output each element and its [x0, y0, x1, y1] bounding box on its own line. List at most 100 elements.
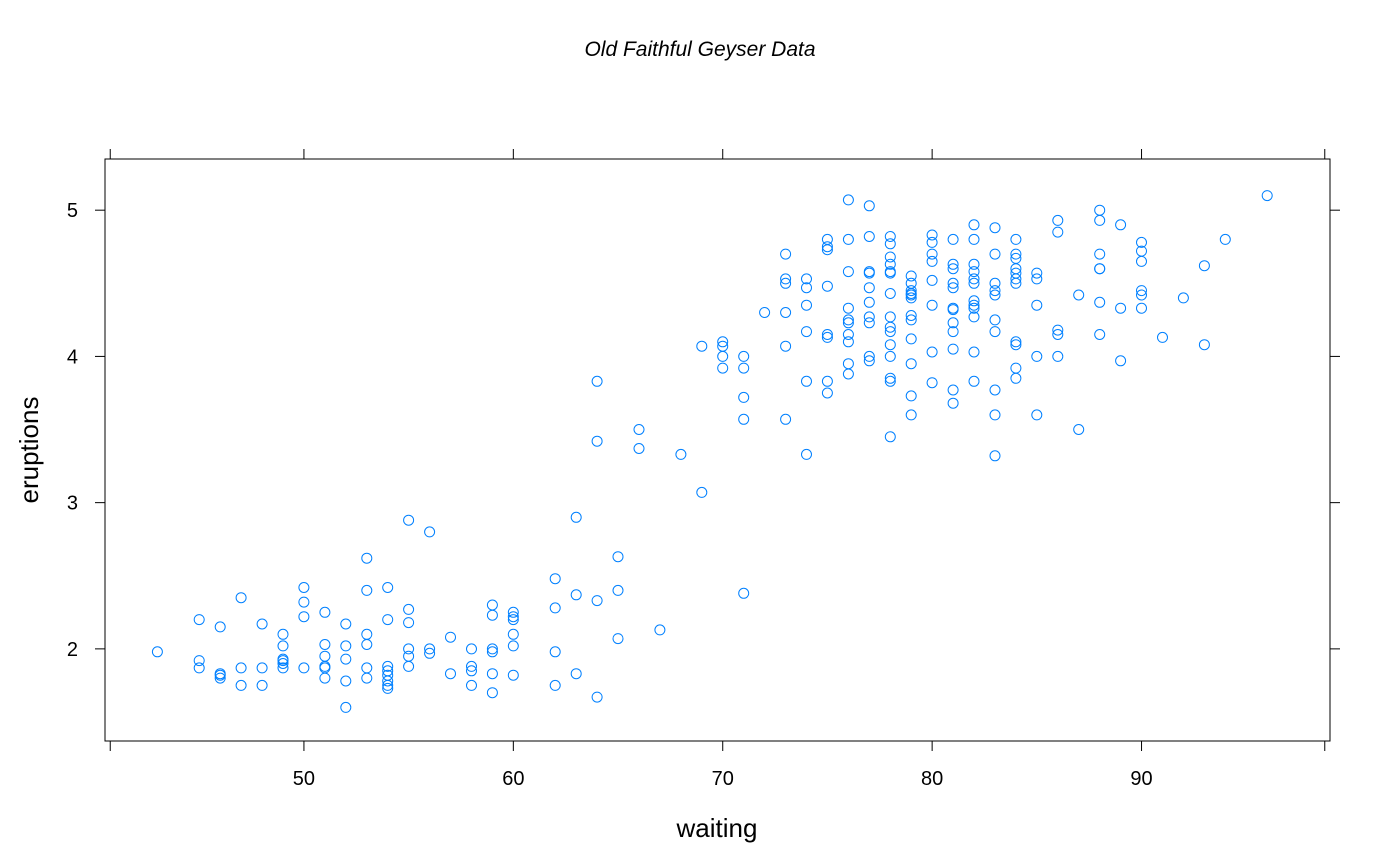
data-point	[947, 384, 959, 396]
data-point	[968, 273, 980, 285]
data-point	[612, 633, 624, 645]
data-point	[1010, 263, 1022, 275]
data-point	[968, 346, 980, 358]
x-tick-label: 50	[293, 768, 315, 790]
y-tick-label: 5	[67, 200, 78, 222]
data-point	[361, 672, 373, 684]
data-point	[486, 643, 498, 655]
data-point	[319, 650, 331, 662]
data-point	[507, 614, 519, 626]
data-point	[905, 409, 917, 421]
data-point	[884, 326, 896, 338]
data-point	[1219, 233, 1231, 245]
data-point	[633, 424, 645, 435]
data-point	[361, 584, 373, 596]
data-point	[968, 295, 980, 307]
data-point	[884, 339, 896, 351]
data-point	[403, 617, 415, 629]
data-point	[1094, 214, 1106, 226]
data-point	[842, 194, 854, 206]
data-point	[842, 329, 854, 340]
data-point	[591, 375, 603, 387]
data-point	[633, 443, 645, 454]
data-point	[926, 346, 938, 358]
data-point	[382, 582, 394, 593]
data-point	[926, 229, 938, 241]
data-point	[277, 655, 289, 667]
plot-frame	[104, 158, 1331, 742]
data-point	[486, 668, 498, 680]
data-point	[947, 317, 959, 329]
data-point	[277, 662, 289, 674]
data-point	[382, 675, 394, 687]
data-point	[1136, 302, 1147, 314]
data-point	[549, 573, 561, 585]
data-point	[717, 362, 729, 374]
data-point	[403, 643, 415, 655]
data-point	[507, 628, 519, 640]
data-point	[905, 358, 917, 370]
data-point	[989, 314, 1001, 326]
data-point	[780, 413, 792, 425]
data-point	[968, 266, 980, 278]
data-point	[926, 299, 938, 311]
data-point	[968, 219, 980, 231]
data-point	[277, 628, 289, 640]
data-point	[277, 640, 289, 652]
data-point	[821, 331, 833, 343]
data-point	[905, 270, 917, 282]
data-point	[382, 660, 394, 672]
data-point	[1052, 226, 1064, 238]
data-point	[863, 282, 875, 294]
data-point	[968, 299, 980, 311]
data-point	[591, 691, 603, 703]
data-point	[780, 277, 792, 289]
data-point	[1115, 355, 1127, 367]
x-tick-label: 70	[712, 768, 734, 790]
data-point	[256, 618, 268, 630]
data-point	[905, 310, 917, 321]
data-point	[947, 282, 959, 294]
data-point	[968, 258, 980, 270]
data-point	[968, 375, 980, 387]
data-point	[947, 258, 959, 270]
data-point	[801, 299, 812, 311]
data-point	[989, 326, 1001, 338]
data-point	[570, 511, 582, 523]
data-point	[361, 628, 373, 640]
data-point	[863, 350, 875, 362]
data-point	[1115, 219, 1127, 231]
x-tick-label: 80	[921, 768, 943, 790]
data-point	[361, 639, 373, 650]
data-point	[989, 409, 1001, 421]
data-point	[863, 355, 875, 367]
data-point	[1031, 273, 1043, 285]
data-point	[821, 241, 833, 253]
data-point	[298, 662, 310, 674]
data-point	[947, 304, 959, 316]
data-point	[1177, 292, 1189, 304]
data-point	[801, 282, 812, 294]
data-point	[340, 640, 352, 652]
data-point	[1031, 409, 1043, 421]
data-point	[340, 675, 352, 687]
data-point	[884, 372, 896, 384]
data-point	[801, 326, 812, 338]
data-point	[235, 592, 247, 604]
data-point	[863, 267, 875, 279]
data-point	[403, 650, 415, 662]
data-point	[947, 343, 959, 355]
data-point	[445, 631, 456, 643]
data-point	[905, 289, 917, 301]
data-point	[1010, 277, 1022, 289]
data-point	[884, 321, 896, 333]
data-point	[1094, 248, 1106, 260]
data-point	[821, 375, 833, 387]
data-point	[947, 263, 959, 275]
data-point	[780, 248, 792, 260]
data-point	[486, 599, 498, 611]
data-point	[1010, 248, 1022, 260]
data-point	[738, 362, 750, 374]
data-point	[256, 679, 268, 691]
data-point	[612, 551, 624, 563]
